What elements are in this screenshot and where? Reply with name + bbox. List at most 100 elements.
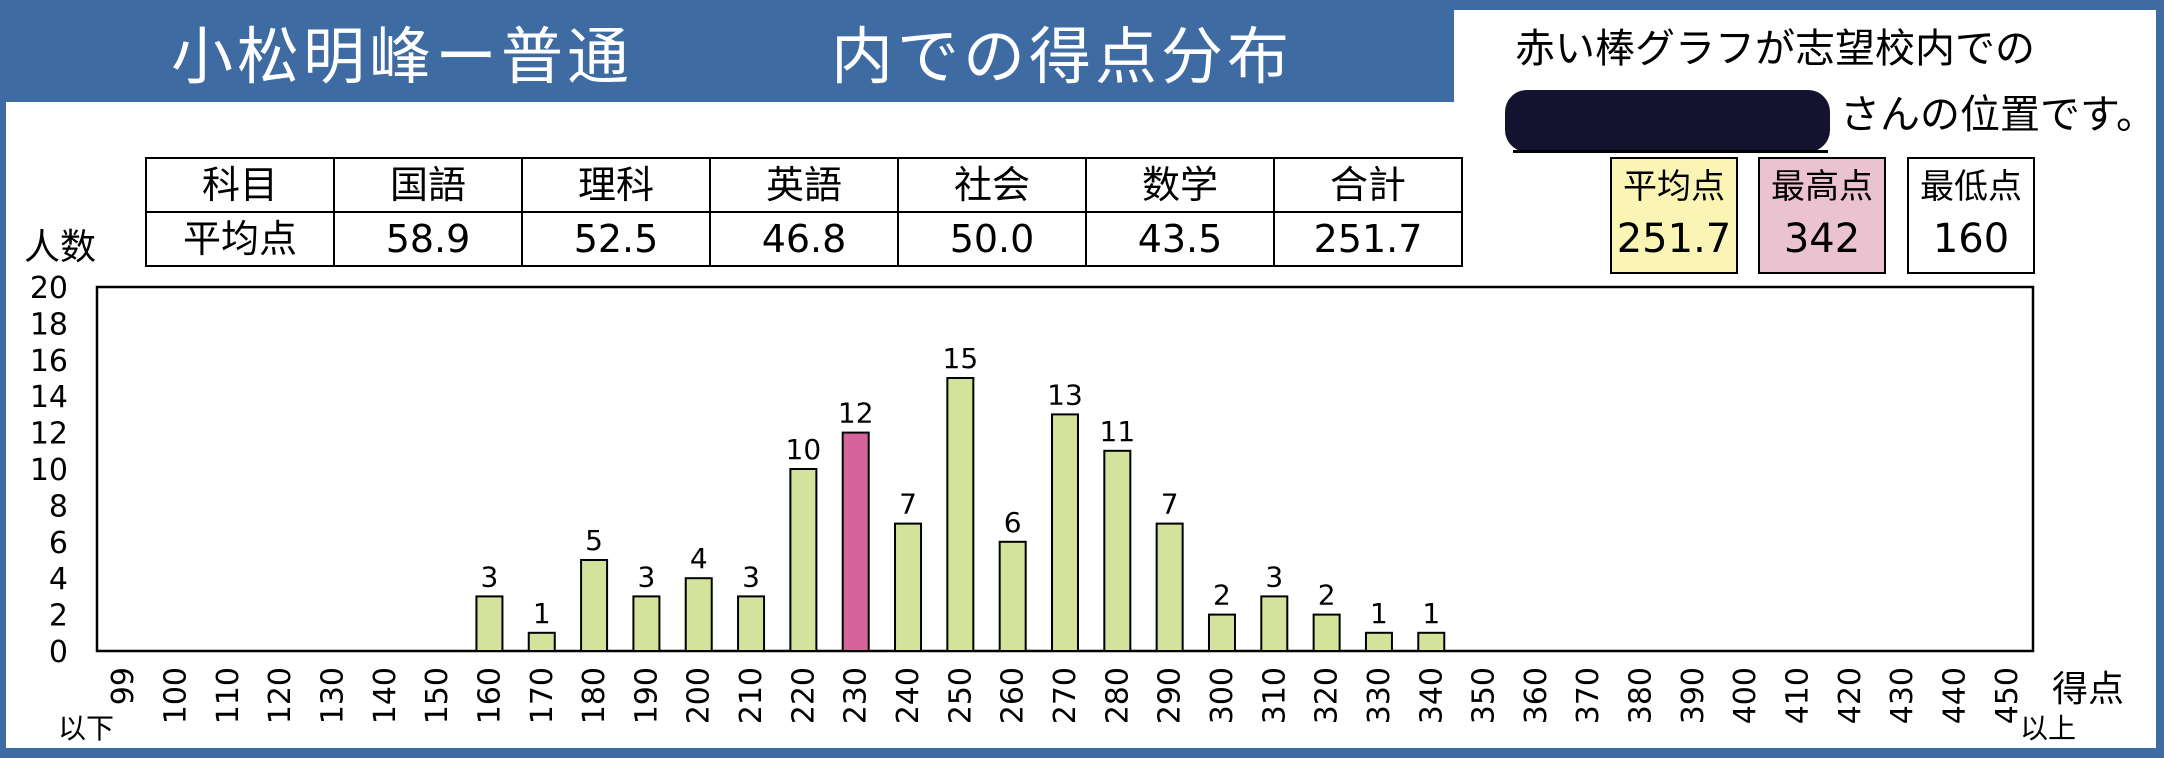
x-tick-label: 130 (315, 667, 350, 724)
y-tick-label: 8 (49, 489, 68, 524)
average-score-label: 平均点 (1623, 167, 1725, 207)
min-score-label: 最低点 (1920, 167, 2022, 207)
title-bar: 小松明峰ー普通 内での得点分布 (6, 10, 1454, 102)
table-row: 平均点 58.9 52.5 46.8 50.0 43.5 251.7 (145, 211, 1463, 267)
x-tick-label: 270 (1048, 667, 1083, 724)
x-tick-label: 220 (786, 667, 821, 724)
bar-value-label: 1 (1422, 597, 1440, 630)
x-tick-label: 260 (996, 667, 1031, 724)
bar (1260, 595, 1289, 653)
bar-value-label: 2 (1318, 579, 1336, 612)
bar (998, 540, 1027, 652)
bar (684, 577, 713, 653)
x-tick-label: 210 (734, 667, 769, 724)
x-tick-label: 330 (1362, 667, 1397, 724)
x-tick-label: 360 (1519, 667, 1554, 724)
bar (1312, 613, 1341, 652)
table-header-row: 科目 国語 理科 英語 社会 数学 合計 (145, 157, 1463, 213)
bar (1051, 413, 1079, 652)
y-tick-label: 4 (49, 562, 68, 597)
bar (737, 595, 766, 653)
min-score-box: 最低点 160 (1907, 157, 2035, 274)
x-tick-label: 350 (1467, 667, 1502, 724)
bar (475, 595, 504, 653)
x-tick-label: 99 (106, 667, 141, 705)
bar-value-label: 7 (1161, 488, 1179, 521)
bar-value-label: 12 (838, 397, 874, 430)
average-score-box: 平均点 251.7 (1610, 157, 1738, 274)
max-score-value: 342 (1783, 216, 1861, 262)
x-tick-label: 190 (629, 667, 664, 724)
bar (1417, 631, 1446, 652)
bar (580, 559, 609, 652)
table-cell: 43.5 (1085, 211, 1275, 267)
x-tick-label: 370 (1571, 667, 1606, 724)
table-cell: 平均点 (145, 211, 335, 267)
bar (1155, 522, 1184, 652)
y-tick-label: 2 (49, 599, 68, 634)
table-header-cell: 数学 (1085, 157, 1275, 213)
x-tick-label: 300 (1205, 667, 1240, 724)
x-tick-label: 250 (943, 667, 978, 724)
bar (632, 595, 661, 653)
bar (1207, 613, 1236, 652)
x-axis-label: 得点 (2052, 669, 2125, 710)
bar-value-label: 3 (637, 560, 655, 593)
min-score-value: 160 (1932, 216, 2010, 262)
below-label: 以下 (58, 712, 114, 745)
bar-value-label: 3 (742, 560, 760, 593)
bar-value-label: 1 (1370, 597, 1388, 630)
bar (1103, 449, 1132, 652)
x-tick-label: 230 (839, 667, 874, 724)
x-tick-label: 400 (1728, 667, 1763, 724)
x-tick-label: 390 (1676, 667, 1711, 724)
x-tick-label: 430 (1885, 667, 1920, 724)
bar-value-label: 2 (1213, 579, 1231, 612)
y-tick-label: 6 (49, 526, 68, 561)
table-header-cell: 国語 (333, 157, 523, 213)
x-tick-label: 100 (158, 667, 193, 724)
note-line-1: 赤い棒グラフが志望校内での (1515, 26, 2035, 72)
y-tick-label: 0 (49, 635, 68, 670)
x-tick-label: 110 (211, 667, 246, 724)
x-tick-label: 200 (682, 667, 717, 724)
max-score-label: 最高点 (1771, 167, 1873, 207)
table-header-cell: 合計 (1273, 157, 1463, 213)
x-tick-label: 340 (1414, 667, 1449, 724)
bar-value-label: 13 (1047, 378, 1083, 411)
y-tick-label: 14 (30, 380, 68, 415)
average-score-value: 251.7 (1616, 216, 1732, 262)
x-tick-label: 320 (1310, 667, 1345, 724)
x-tick-label: 170 (525, 667, 560, 724)
table-header-cell: 理科 (521, 157, 711, 213)
y-tick-label: 16 (30, 344, 68, 379)
redacted-name (1505, 90, 1830, 152)
x-tick-label: 140 (368, 667, 403, 724)
bar-value-label: 1 (533, 597, 551, 630)
bar (1364, 631, 1393, 652)
bar-value-label: 5 (585, 524, 603, 557)
table-header-cell: 英語 (709, 157, 899, 213)
table-cell: 52.5 (521, 211, 711, 267)
highlight-bar (841, 431, 870, 652)
bar-value-label: 15 (943, 342, 979, 375)
bar-value-label: 11 (1100, 415, 1136, 448)
x-tick-label: 120 (263, 667, 298, 724)
x-tick-label: 450 (1990, 667, 2025, 724)
bar-value-label: 6 (1004, 506, 1022, 539)
bar (789, 468, 818, 652)
x-tick-label: 290 (1153, 667, 1188, 724)
page-title: 小松明峰ー普通 内での得点分布 (171, 20, 1294, 93)
y-axis-label: 人数 (24, 227, 97, 268)
table-cell: 50.0 (897, 211, 1087, 267)
y-tick-label: 12 (30, 417, 68, 452)
table-cell: 46.8 (709, 211, 899, 267)
bar-value-label: 10 (786, 433, 822, 466)
x-tick-label: 310 (1257, 667, 1292, 724)
x-tick-label: 440 (1938, 667, 1973, 724)
bar-value-label: 4 (690, 542, 708, 575)
x-tick-label: 180 (577, 667, 612, 724)
bar (894, 522, 923, 652)
x-tick-label: 160 (472, 667, 507, 724)
